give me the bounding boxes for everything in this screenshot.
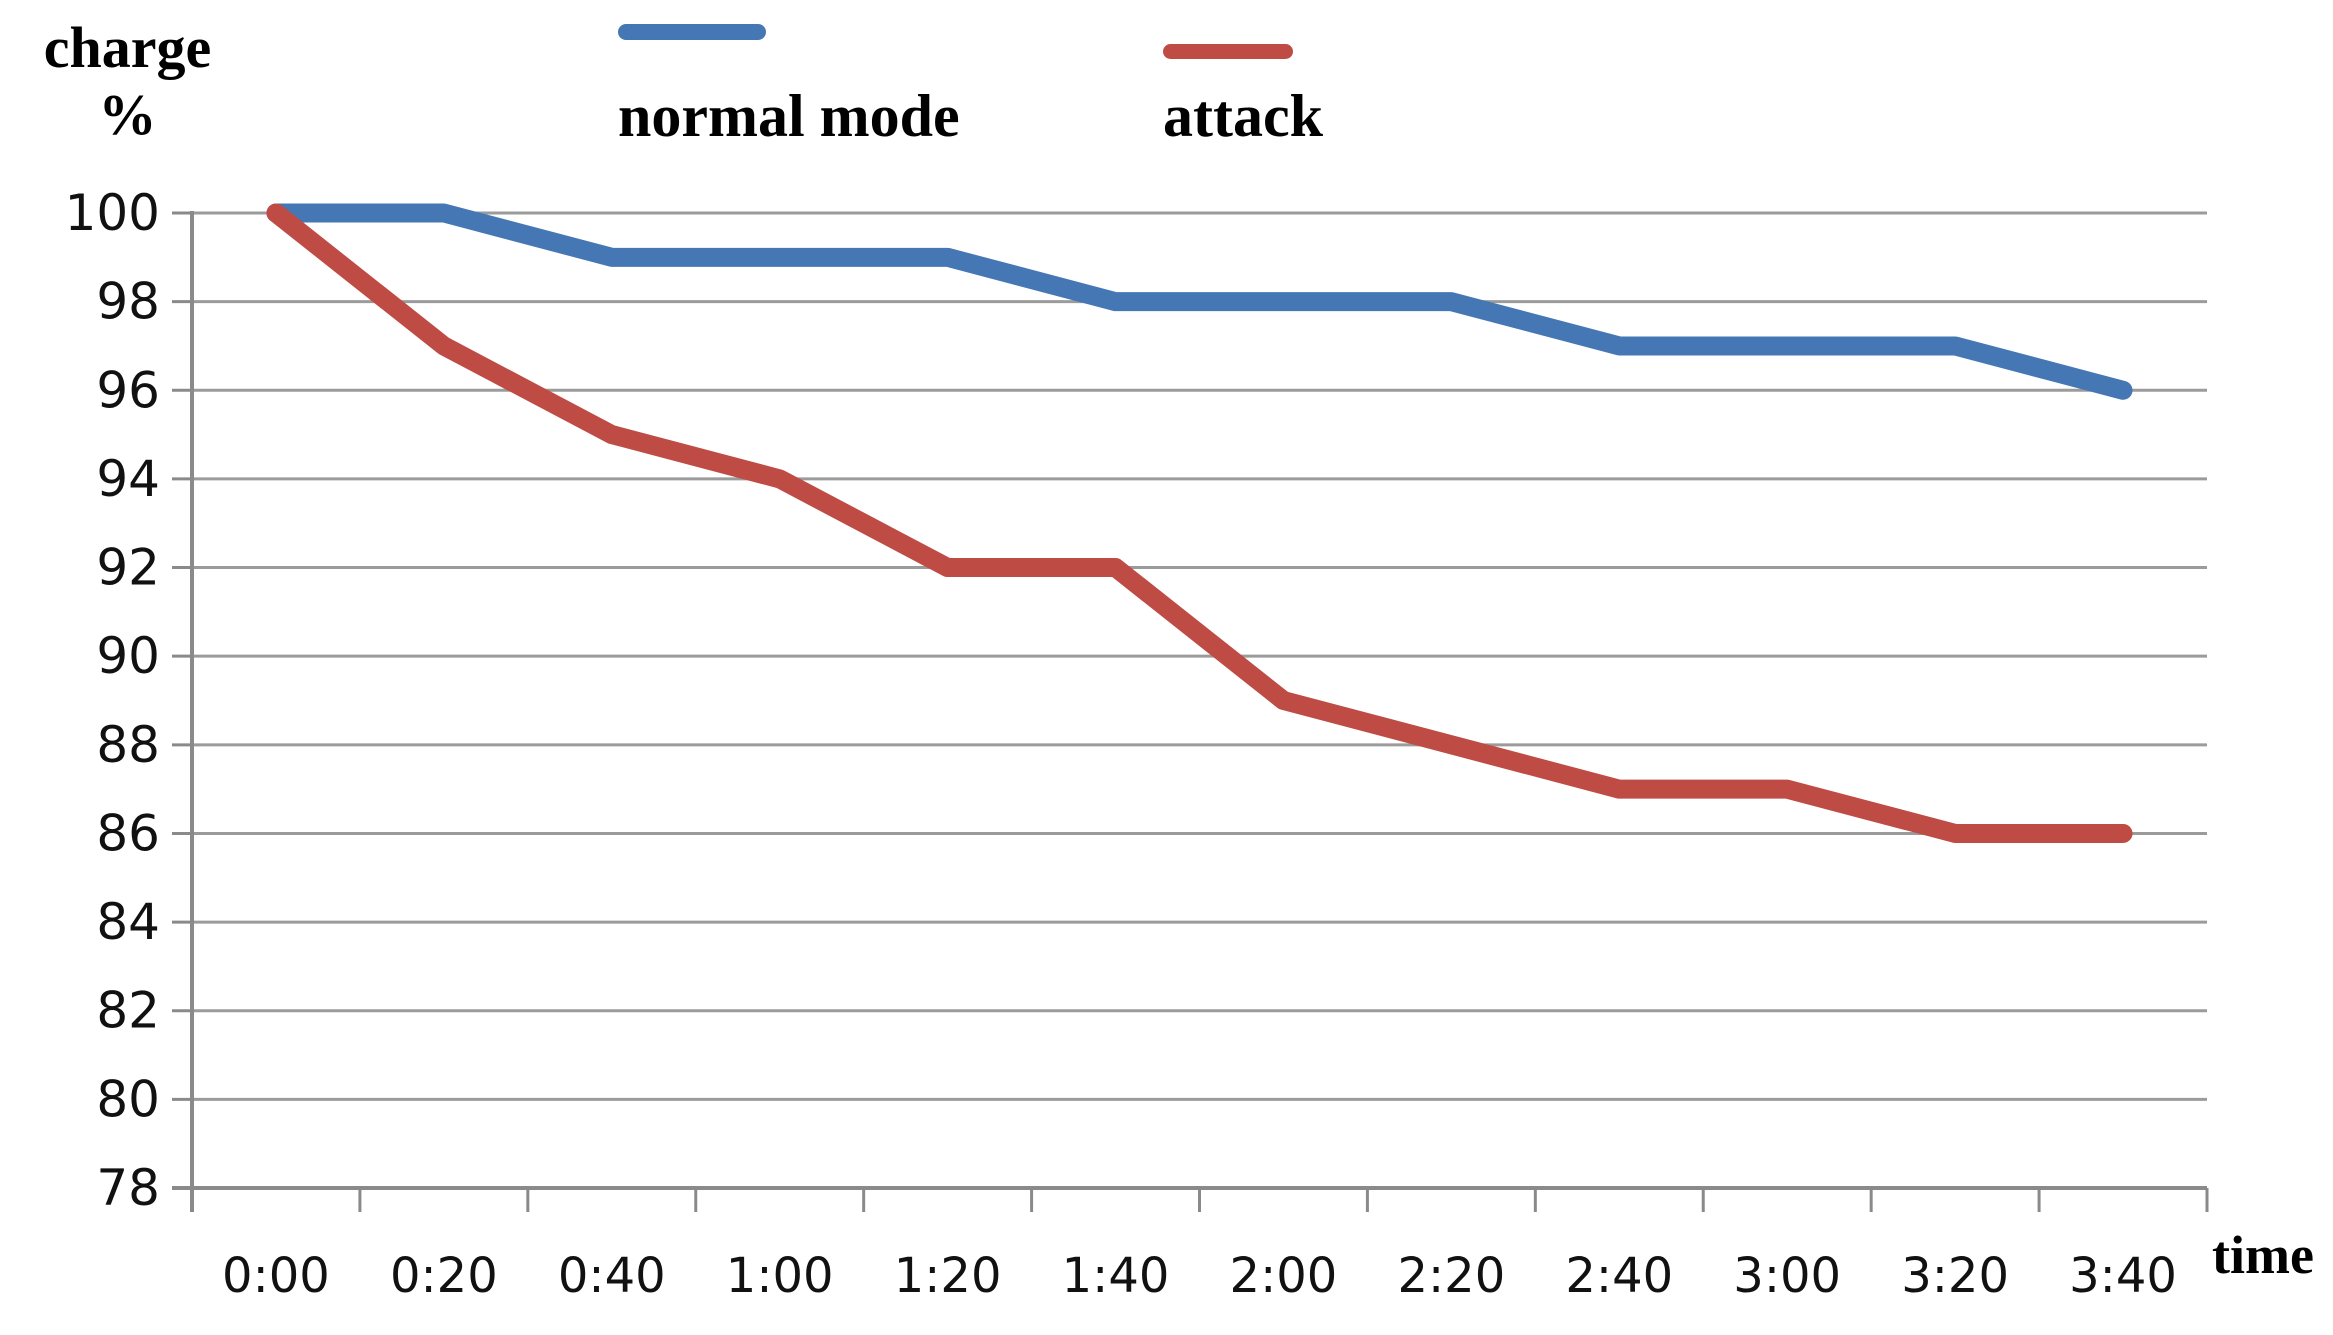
legend-item-attack: attack <box>1163 44 1323 151</box>
x-tick-label: 0:00 <box>222 1248 330 1304</box>
y-tick-label: 82 <box>96 982 160 1040</box>
y-tick-label: 100 <box>65 184 160 242</box>
y-tick-label: 78 <box>96 1159 160 1217</box>
y-tick-label: 92 <box>96 539 160 597</box>
legend-label-normal-mode: normal mode <box>618 83 960 149</box>
x-tick-label: 2:40 <box>1565 1248 1673 1304</box>
x-tick-label: 3:20 <box>1901 1248 2009 1304</box>
y-tick-label: 94 <box>96 450 160 508</box>
y-tick-label: 98 <box>96 273 160 331</box>
x-tick-label: 2:20 <box>1397 1248 1505 1304</box>
x-tick-label: 1:40 <box>1062 1248 1170 1304</box>
y-axis-title-line1: charge <box>43 15 212 80</box>
x-axis-title: time <box>2212 1225 2314 1285</box>
x-tick-label: 1:20 <box>894 1248 1002 1304</box>
legend-item-normal-mode: normal mode <box>618 24 960 151</box>
y-tick-label: 96 <box>96 361 160 419</box>
y-tick-label: 80 <box>96 1070 160 1128</box>
legend-swatch-normal-mode <box>618 24 766 40</box>
legend-label-attack: attack <box>1163 83 1323 149</box>
x-tick-label: 0:20 <box>390 1248 498 1304</box>
legend-swatch-attack <box>1163 44 1293 59</box>
y-tick-label: 88 <box>96 716 160 774</box>
x-tick-label: 1:00 <box>726 1248 834 1304</box>
x-tick-label: 3:40 <box>2069 1248 2177 1304</box>
y-tick-label: 84 <box>96 893 160 951</box>
y-tick-label: 86 <box>96 804 160 862</box>
y-axis-title: charge % <box>20 14 235 149</box>
x-tick-label: 0:40 <box>558 1248 666 1304</box>
x-tick-label: 3:00 <box>1733 1248 1841 1304</box>
y-axis-title-line2: % <box>98 82 157 148</box>
series-line-attack <box>266 203 2133 843</box>
y-tick-label: 90 <box>96 627 160 685</box>
series-line-normal-mode <box>266 203 2133 400</box>
x-tick-label: 2:00 <box>1230 1248 1338 1304</box>
